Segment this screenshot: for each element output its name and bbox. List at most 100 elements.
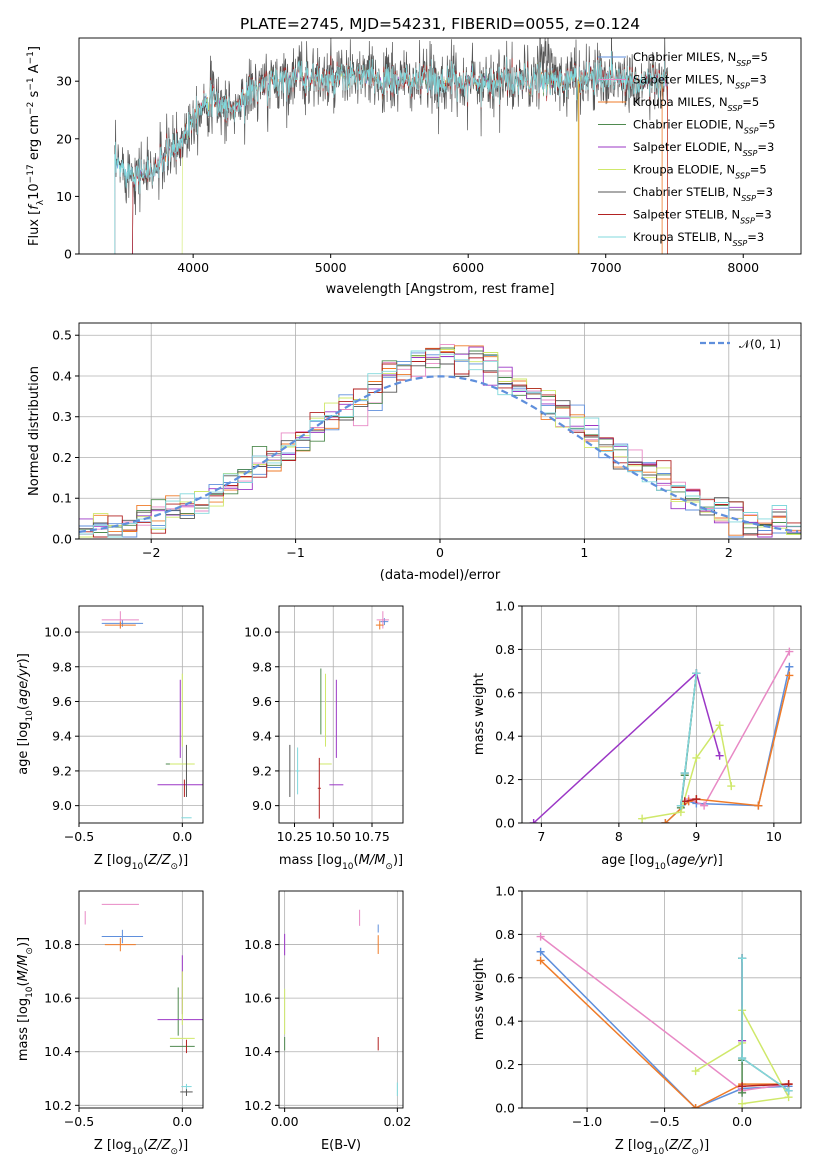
y-tick-label: 0.4 [495,729,515,744]
x-tick-label: −0.5 [64,1114,94,1129]
y-tick-label: 1.0 [495,884,515,899]
y-tick-label: 10 [56,189,72,204]
y-tick-label: 0.1 [52,491,72,506]
plot-area [79,344,801,538]
legend-label: Salpeter MILES, NSSP=3 [633,73,767,91]
plot-area [289,611,390,819]
x-tick-label: 9 [692,829,700,844]
x-tick-label: 0.02 [383,1114,411,1129]
y-tick-label: 0.8 [495,642,515,657]
x-tick-label: −0.5 [64,829,94,844]
x-tick-label: 10.50 [315,829,351,844]
y-tick-label: 9.4 [52,729,72,744]
plot-area [536,932,793,1108]
y-axis-label: age [log10(age/yr)] [16,653,35,775]
y-tick-label: 9.2 [252,763,272,778]
y-tick-label: 0.0 [495,816,515,831]
x-tick-label: 0.0 [172,1114,192,1129]
x-tick-label: −2 [142,545,160,560]
series-marker [692,753,701,762]
y-axis-label: Flux [fλ10−17 erg cm−2 s−1 A−1] [26,46,46,246]
histogram-panel: −2 −1 0 1 2 0.0 0.1 0.2 0.3 0.4 0.5 (data-model)/er… [27,322,802,583]
series-marker [676,801,685,810]
legend-label: Salpeter ELODIE, NSSP=3 [633,140,774,158]
y-tick-label: 9.6 [52,694,72,709]
y-tick-label: 9.8 [252,659,272,674]
x-tick-label: 8 [615,829,623,844]
series-marker [738,1082,747,1091]
y-tick-label: 10.8 [244,937,272,952]
series-marker [638,814,647,823]
x-tick-label: 4000 [177,260,209,275]
y-tick-label: 10.2 [44,1098,72,1113]
series-marker [715,721,724,730]
x-tick-label: 0.00 [271,1114,299,1129]
x-tick-label: 10.25 [277,829,313,844]
y-tick-label: 10.6 [244,991,272,1006]
y-tick-label: 9.4 [252,729,272,744]
age-z-panel: −0.5 0.0 9.0 9.2 9.4 9.6 9.8 10.0 Z [log10(Z/Z⊙)… [16,605,204,872]
series-marker [738,1054,747,1063]
x-tick-label: 10 [766,829,782,844]
plot-area [284,909,398,1096]
x-axis-label: mass [log10(M/M⊙)] [279,853,403,872]
y-tick-label: 9.8 [52,659,72,674]
x-tick-label: 6000 [452,260,484,275]
x-tick-label: 0.0 [172,829,192,844]
series-marker [661,819,670,823]
y-tick-label: 0 [64,247,72,262]
histogram-c9 [79,349,801,538]
y-tick-label: 9.0 [52,798,72,813]
axes-frame [278,605,404,824]
x-axis-label: Z [log10(Z/Z⊙)] [94,1138,188,1157]
gaussian-curve [79,375,799,533]
y-tick-label: 0.5 [52,328,72,343]
series-marker [784,1086,793,1095]
y-tick-label: 10.2 [244,1098,272,1113]
y-tick-label: 0.8 [495,927,515,942]
y-tick-label: 9.6 [252,694,272,709]
y-tick-label: 30 [56,74,72,89]
y-tick-label: 0.4 [495,1014,515,1029]
series-marker [715,751,724,760]
legend-label: Chabrier STELIB, NSSP=3 [633,185,773,203]
legend: Chabrier MILES, NSSP=5 Salpeter MILES, NS… [598,50,775,248]
axes-frame [78,605,204,824]
plot-area [101,611,203,819]
series-marker [536,932,545,941]
y-tick-label: 10.4 [44,1044,72,1059]
x-axis-label: wavelength [Angstrom, rest frame] [326,282,555,297]
x-axis-label: E(B-V) [321,1138,361,1153]
figure-title: PLATE=2745, MJD=54231, FIBERID=0055, z=0… [240,15,640,33]
legend-label: 𝒩(0, 1) [739,337,781,351]
spectrum-line-c7 [114,38,668,254]
x-axis-label: age [log10(age/yr)] [601,853,723,872]
y-tick-label: 0.3 [52,409,72,424]
x-axis-label: (data-model)/error [380,568,501,583]
legend-label: Chabrier MILES, NSSP=5 [633,50,768,68]
series-marker [754,801,763,810]
age-mass-panel: 10.25 10.50 10.75 9.0 9.2 9.4 9.6 9.8 10.0 mass [… [244,605,404,872]
plot-area [114,38,668,254]
y-tick-label: 20 [56,131,72,146]
legend-label: Kroupa MILES, NSSP=5 [633,95,759,113]
y-tick-label: 10.4 [244,1044,272,1059]
series-marker [680,769,689,778]
x-tick-label: 7000 [590,260,622,275]
series-marker [738,1099,747,1108]
y-tick-label: 1.0 [495,599,515,614]
y-axis-label: Normed distribution [27,366,42,496]
y-tick-label: 0.2 [52,450,72,465]
series-marker [536,956,545,965]
x-tick-label: 5000 [315,260,347,275]
x-tick-label: −1 [286,545,304,560]
series-marker [727,782,736,791]
x-tick-label: 10.75 [354,829,390,844]
axes-frame [78,890,204,1109]
y-tick-label: 10.0 [44,625,72,640]
y-tick-label: 0.6 [495,685,515,700]
y-tick-label: 0.4 [52,368,72,383]
x-tick-label: 7 [537,829,545,844]
axes-frame [78,37,802,255]
